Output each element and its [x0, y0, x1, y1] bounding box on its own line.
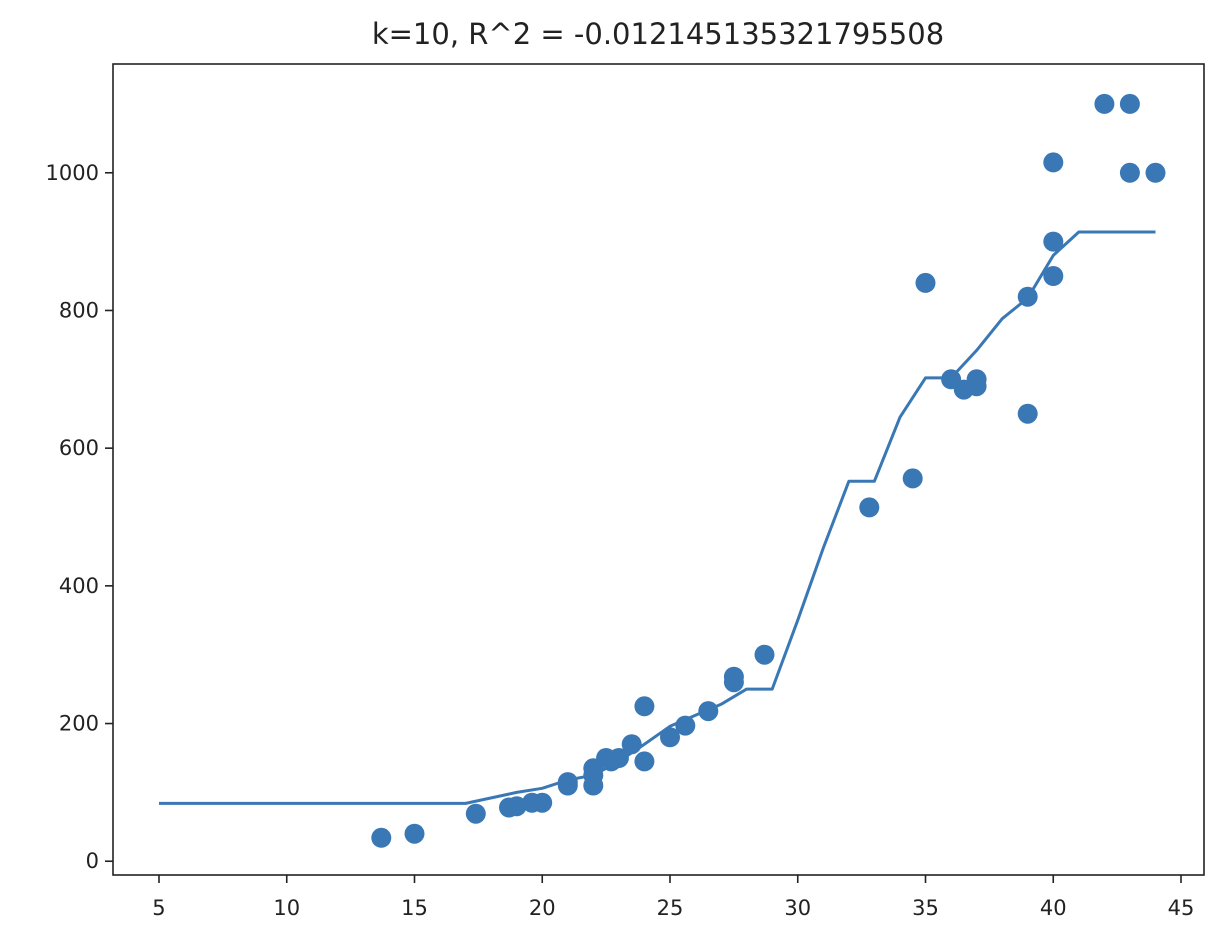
- data-point: [532, 792, 553, 813]
- data-point: [404, 823, 425, 844]
- data-point: [1017, 403, 1038, 424]
- data-point: [1043, 231, 1064, 252]
- data-point: [1043, 152, 1064, 173]
- data-point: [1145, 162, 1166, 183]
- y-tick-label: 600: [59, 436, 99, 460]
- x-tick-label: 35: [912, 896, 939, 920]
- data-point: [608, 748, 629, 768]
- data-point: [634, 751, 655, 772]
- data-point: [634, 696, 655, 717]
- plot-area-frame: [112, 63, 1205, 876]
- x-axis: 5 10 15 20 25 30 35 40 45: [152, 875, 1194, 920]
- prediction-line: [159, 230, 1156, 805]
- data-point: [557, 772, 578, 793]
- data-point: [966, 369, 987, 390]
- series-layer: [159, 93, 1166, 848]
- data-point: [1017, 286, 1038, 307]
- data-point: [660, 727, 680, 748]
- data-point: [1094, 93, 1115, 114]
- data-point: [371, 827, 392, 848]
- chart-title: k=10, R^2 = -0.012145135321795508: [372, 17, 944, 51]
- y-tick-label: 800: [59, 298, 99, 322]
- y-tick-label: 400: [59, 574, 99, 598]
- data-point: [915, 272, 936, 293]
- data-point: [859, 497, 880, 518]
- x-tick-label: 40: [1040, 896, 1067, 920]
- data-point: [506, 796, 527, 817]
- x-tick-label: 30: [784, 896, 811, 920]
- data-point: [621, 734, 642, 755]
- data-point: [1043, 266, 1064, 286]
- y-tick-label: 0: [86, 849, 99, 873]
- data-point: [902, 468, 923, 489]
- data-point: [754, 644, 775, 665]
- y-tick-label: 200: [59, 712, 99, 736]
- data-point: [723, 666, 744, 687]
- data-point: [1119, 93, 1140, 114]
- data-point: [698, 701, 719, 722]
- data-point: [1119, 162, 1140, 183]
- x-tick-label: 25: [657, 896, 684, 920]
- x-tick-label: 45: [1168, 896, 1195, 920]
- x-tick-label: 15: [401, 896, 428, 920]
- x-tick-label: 10: [273, 896, 300, 920]
- x-tick-label: 20: [529, 896, 556, 920]
- data-point: [465, 803, 486, 824]
- y-axis: 0 200 400 600 800 1000: [46, 161, 113, 873]
- y-tick-label: 1000: [46, 161, 99, 185]
- data-point: [675, 715, 696, 736]
- x-tick-label: 5: [152, 896, 165, 920]
